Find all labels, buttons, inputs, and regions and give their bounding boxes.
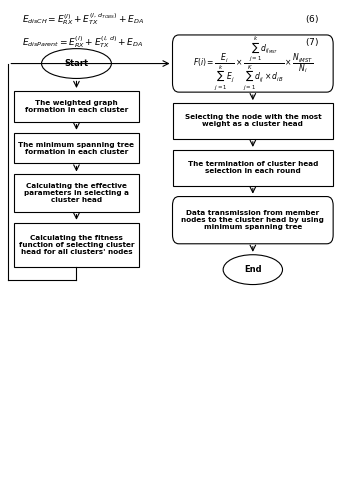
Text: Start: Start	[64, 59, 89, 68]
Text: $E_{disCH} = E_{RX}^{(l)} + E_{TX}^{(l,\, d_{TOBS})} + E_{DA}$: $E_{disCH} = E_{RX}^{(l)} + E_{TX}^{(l,\…	[22, 11, 144, 27]
Text: End: End	[244, 265, 262, 274]
Text: $(6)$: $(6)$	[305, 13, 319, 25]
Text: $(7)$: $(7)$	[305, 36, 319, 48]
FancyBboxPatch shape	[172, 196, 333, 244]
Ellipse shape	[223, 254, 283, 284]
Text: $E_{disParent} = E_{RX}^{(l)} + E_{TX}^{(l,\, d)} + E_{DA}$: $E_{disParent} = E_{RX}^{(l)} + E_{TX}^{…	[22, 34, 144, 50]
FancyBboxPatch shape	[172, 150, 333, 186]
FancyBboxPatch shape	[172, 35, 333, 92]
FancyBboxPatch shape	[14, 91, 139, 122]
FancyBboxPatch shape	[14, 132, 139, 164]
FancyBboxPatch shape	[172, 103, 333, 139]
FancyBboxPatch shape	[14, 174, 139, 212]
FancyBboxPatch shape	[14, 222, 139, 268]
Text: The termination of cluster head
selection in each round: The termination of cluster head selectio…	[188, 161, 318, 174]
Text: The weighted graph
formation in each cluster: The weighted graph formation in each clu…	[25, 100, 128, 113]
Text: The minimum spanning tree
formation in each cluster: The minimum spanning tree formation in e…	[18, 142, 134, 154]
Text: $F(i) = \dfrac{E_i}{\sum_{j=1}^{k}E_j} \times \dfrac{\sum_{j=1}^{k}d_{ij_{MST}}}: $F(i) = \dfrac{E_i}{\sum_{j=1}^{k}E_j} \…	[193, 34, 313, 92]
Ellipse shape	[42, 48, 111, 78]
Text: Selecting the node with the most
weight as a cluster head: Selecting the node with the most weight …	[184, 114, 321, 128]
Text: Calculating the effective
parameters in selecting a
cluster head: Calculating the effective parameters in …	[24, 183, 129, 203]
Text: Data transmission from member
nodes to the cluster head by using
minimum spannin: Data transmission from member nodes to t…	[181, 210, 324, 230]
Text: Calculating the fitness
function of selecting cluster
head for all clusters' nod: Calculating the fitness function of sele…	[19, 235, 134, 255]
